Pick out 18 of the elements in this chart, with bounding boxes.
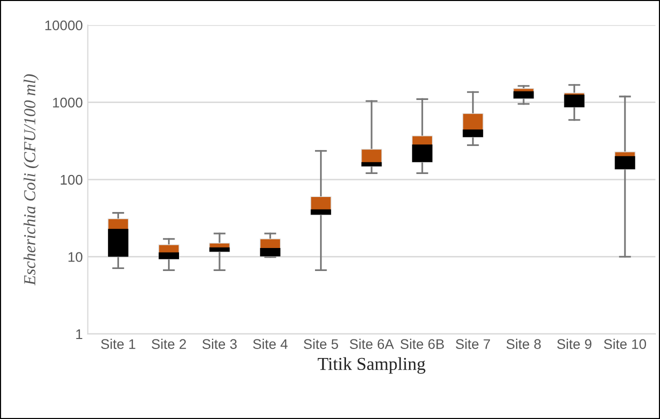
x-axis-title: Titik Sampling (318, 357, 426, 374)
x-tick-label: Site 8 (506, 338, 541, 350)
x-tick-label: Site 1 (101, 338, 136, 350)
y-tick-label: 1000 (53, 98, 82, 108)
x-tick-label: Site 2 (152, 338, 186, 350)
x-tick-label: Site 3 (202, 338, 237, 350)
x-tick-label: Site 4 (253, 338, 288, 350)
x-tick-label: Site 5 (304, 338, 338, 350)
x-tick-label: Site 6B (400, 338, 444, 350)
y-axis-title: Escherichia Coli (CFU/100 ml) (24, 74, 39, 286)
y-tick-label: 1 (76, 329, 82, 339)
x-tick-label: Site 10 (604, 338, 646, 350)
x-tick-label: Site 9 (557, 338, 592, 350)
y-tick-label: 10 (68, 252, 82, 262)
y-tick-label: 100 (60, 174, 82, 185)
x-tick-label: Site 7 (456, 338, 490, 350)
y-tick-label: 10000 (45, 20, 82, 30)
x-tick-label: Site 6A (350, 338, 394, 350)
